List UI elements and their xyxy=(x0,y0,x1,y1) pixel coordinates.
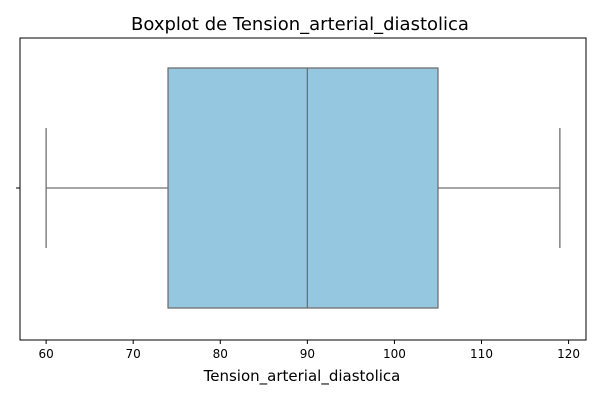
x-axis-label: Tension_arterial_diastolica xyxy=(203,367,401,386)
x-tick-label: 70 xyxy=(126,347,141,361)
x-tick-label: 110 xyxy=(470,347,493,361)
x-tick-label: 90 xyxy=(300,347,315,361)
x-tick-label: 80 xyxy=(213,347,228,361)
x-tick-label: 60 xyxy=(38,347,53,361)
chart-title: Boxplot de Tension_arterial_diastolica xyxy=(131,14,469,35)
box-group xyxy=(46,68,560,308)
x-tick-label: 100 xyxy=(383,347,406,361)
x-axis: 60 70 80 90 100 110 120 xyxy=(38,340,580,361)
x-tick-label: 120 xyxy=(557,347,580,361)
interquartile-box xyxy=(168,68,438,308)
